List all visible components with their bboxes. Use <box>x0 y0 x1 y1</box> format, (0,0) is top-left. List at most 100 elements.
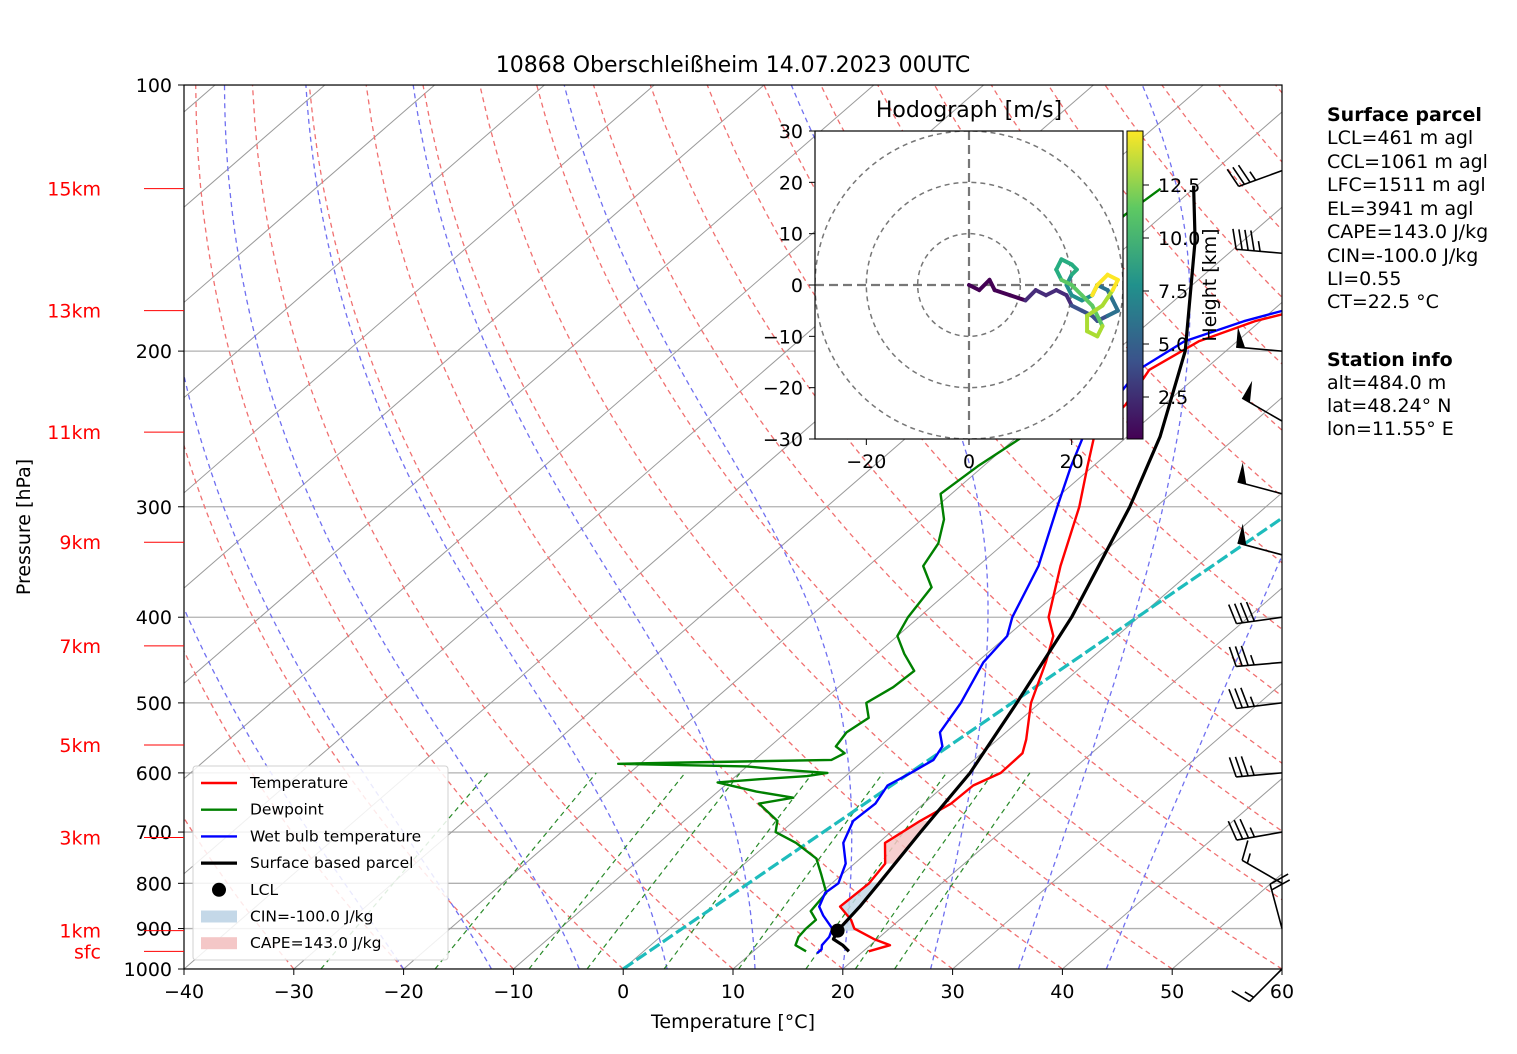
x-tick-label: −10 <box>493 981 533 1003</box>
y-tick-label: 200 <box>136 341 172 363</box>
isotherm <box>1062 777 1282 969</box>
axes: −40 −30 −20 −10 0 10 20 30 40 50 60100090080070060… <box>47 75 1294 1003</box>
mixing-ratio-line <box>434 772 597 969</box>
mixing-ratio-line <box>586 772 741 969</box>
legend-label: Temperature <box>249 774 348 792</box>
barb-full <box>1244 229 1249 251</box>
isotherm <box>952 682 1282 969</box>
hodograph-y-label: 10 <box>779 224 803 246</box>
x-axis-label: Temperature [°C] <box>650 1011 815 1033</box>
legend-swatch <box>201 937 237 950</box>
legend-label: Dewpoint <box>250 801 324 819</box>
barb-full <box>1231 990 1250 1003</box>
isotherm <box>184 85 984 780</box>
hodograph-y-label: −10 <box>763 326 803 348</box>
dry-adiabat <box>479 85 1173 969</box>
barb-full <box>1240 756 1249 777</box>
hodograph-segment <box>1095 272 1110 287</box>
hodograph-x-label: −20 <box>846 451 886 473</box>
wind-barb <box>1226 164 1283 188</box>
y-tick-label: 600 <box>136 763 172 785</box>
y-tick-label: 400 <box>136 607 172 629</box>
barb-staff <box>1236 702 1283 710</box>
legend-swatch <box>212 882 226 897</box>
barb-staff <box>1236 772 1283 778</box>
dry-adiabat <box>251 85 734 969</box>
colorbar-tick-label: 5.0 <box>1158 334 1188 356</box>
colorbar <box>1126 130 1144 440</box>
ccl-value: CCL=1061 m agl <box>1327 151 1488 173</box>
hodograph-segment <box>1079 293 1095 308</box>
isotherm <box>184 85 545 399</box>
height-label: 3km <box>59 828 101 850</box>
isotherm <box>622 396 1282 969</box>
colorbar-tick-label: 7.5 <box>1158 281 1188 303</box>
hodograph-x-label: 20 <box>1060 451 1084 473</box>
mixing-ratio-line <box>854 772 994 969</box>
hodograph-segment <box>977 277 992 293</box>
barb-half <box>1249 171 1257 181</box>
ct-value: CT=22.5 °C <box>1327 291 1439 313</box>
lcl-value: LCL=461 m agl <box>1327 127 1473 149</box>
wind-barb <box>1241 380 1283 422</box>
hodograph-grid <box>815 131 1123 439</box>
barb-staff <box>1237 481 1283 495</box>
wind-barb <box>1231 968 1283 1003</box>
y-tick-label: 1000 <box>124 959 172 981</box>
hodograph-y-label: 0 <box>791 275 803 297</box>
barb-half <box>1249 654 1255 666</box>
barb-full <box>1240 687 1250 708</box>
cape-value: CAPE=143.0 J/kg <box>1327 221 1488 243</box>
barb-full <box>1238 229 1243 250</box>
hodograph-y-label: −20 <box>763 378 803 400</box>
surface-parcel-heading: Surface parcel <box>1327 104 1482 126</box>
barb-full <box>1271 879 1291 891</box>
hodograph-segment <box>1069 283 1084 298</box>
mixing-ratio-line <box>894 772 1031 969</box>
legend-label: Surface based parcel <box>250 854 413 872</box>
station-info-heading: Station info <box>1327 349 1453 371</box>
barb-flag <box>1242 380 1253 403</box>
barb-flag <box>1237 462 1247 485</box>
isotherm <box>513 301 1282 969</box>
x-tick-label: −20 <box>384 981 424 1003</box>
barb-full <box>1226 168 1240 187</box>
y-tick-label: 100 <box>136 75 172 97</box>
wind-barb <box>1228 645 1283 668</box>
station-lon: lon=11.55° E <box>1327 418 1454 440</box>
wind-barb <box>1227 818 1283 841</box>
height-label: 7km <box>59 636 101 658</box>
moist-adiabat <box>563 85 853 969</box>
dry-adiabat <box>365 85 953 969</box>
hodograph-y-label: 30 <box>779 121 803 143</box>
legend-label: CIN=-100.0 J/kg <box>250 908 373 926</box>
height-label: 1km <box>59 921 101 943</box>
height-label: 11km <box>47 422 101 444</box>
temperature-line <box>838 313 1282 953</box>
dry-adiabat <box>195 85 624 969</box>
x-tick-label: 60 <box>1270 981 1294 1003</box>
barb-half <box>1246 853 1251 864</box>
barb-full <box>1237 164 1251 183</box>
barb-full <box>1250 230 1255 251</box>
barb-full <box>1227 604 1238 624</box>
cape-area <box>885 820 930 864</box>
x-tick-label: 30 <box>941 981 965 1003</box>
moist-adiabat <box>305 85 668 969</box>
wetbulb-line <box>816 309 1282 955</box>
barb-full <box>1234 756 1243 777</box>
height-label: 5km <box>59 735 101 757</box>
barb-staff <box>1236 248 1283 255</box>
moist-adiabat <box>184 372 492 969</box>
y-tick-label: 800 <box>136 873 172 895</box>
barb-staff <box>1237 542 1283 556</box>
li-value: LI=0.55 <box>1327 268 1401 290</box>
y-tick-label: 300 <box>136 497 172 519</box>
height-label: 9km <box>59 532 101 554</box>
barb-half <box>1249 765 1255 776</box>
dry-adiabat <box>592 85 1282 901</box>
wind-barb <box>1228 756 1283 778</box>
hodograph-y-label: 20 <box>779 172 803 194</box>
legend-label: LCL <box>250 881 278 899</box>
